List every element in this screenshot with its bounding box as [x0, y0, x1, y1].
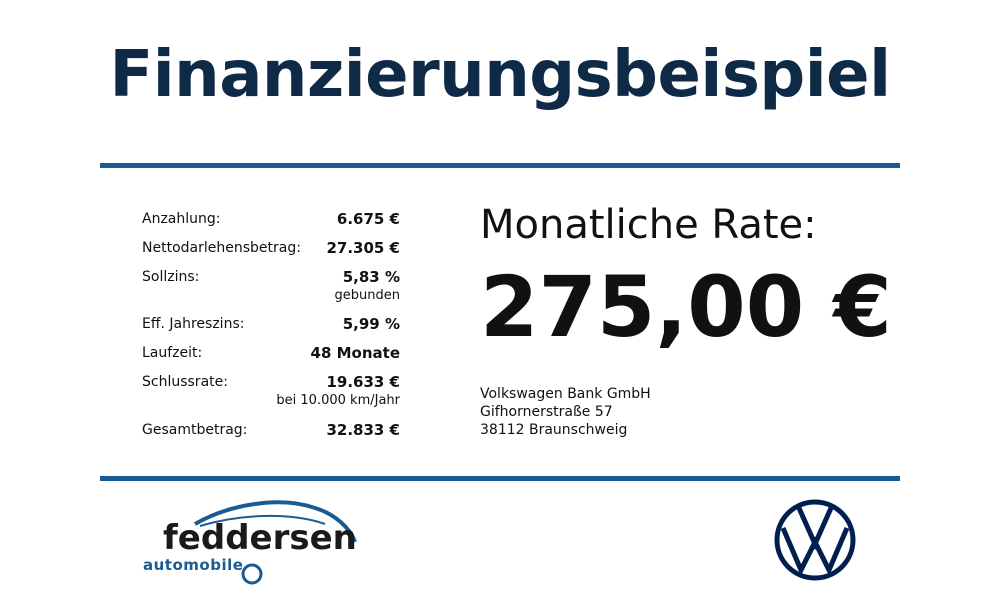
term-value: 19.633 € [326, 373, 400, 391]
address-line: Gifhornerstraße 57 [480, 404, 613, 420]
term-value: 5,99 % [342, 315, 400, 333]
term-label: Laufzeit: [142, 345, 203, 361]
address-line: Volkswagen Bank GmbH [480, 386, 651, 402]
term-note: gebunden [334, 288, 400, 303]
term-value: 48 Monate [310, 344, 400, 362]
rate-label: Monatliche Rate: [480, 202, 817, 248]
rate-value: 275,00 € [480, 258, 892, 356]
vw-logo [774, 499, 856, 581]
term-label: Gesamtbetrag: [142, 422, 248, 438]
term-label: Sollzins: [142, 269, 200, 285]
divider [100, 476, 900, 481]
term-label: Anzahlung: [142, 211, 221, 227]
dealer-tagline: automobile [143, 556, 244, 574]
term-value: 32.833 € [326, 421, 400, 439]
dealer-name: feddersen [163, 518, 357, 558]
title: Finanzierungsbeispiel [109, 38, 892, 112]
term-value: 6.675 € [336, 210, 400, 228]
term-value: 5,83 % [342, 268, 400, 286]
term-label: Nettodarlehensbetrag: [142, 240, 301, 256]
divider [100, 163, 900, 168]
address-line: 38112 Braunschweig [480, 422, 628, 438]
term-value: 27.305 € [326, 239, 400, 257]
term-note: bei 10.000 km/Jahr [276, 393, 400, 408]
term-label: Schlussrate: [142, 374, 228, 390]
term-label: Eff. Jahreszins: [142, 316, 245, 332]
dealer-logo-swoosh [194, 500, 357, 585]
